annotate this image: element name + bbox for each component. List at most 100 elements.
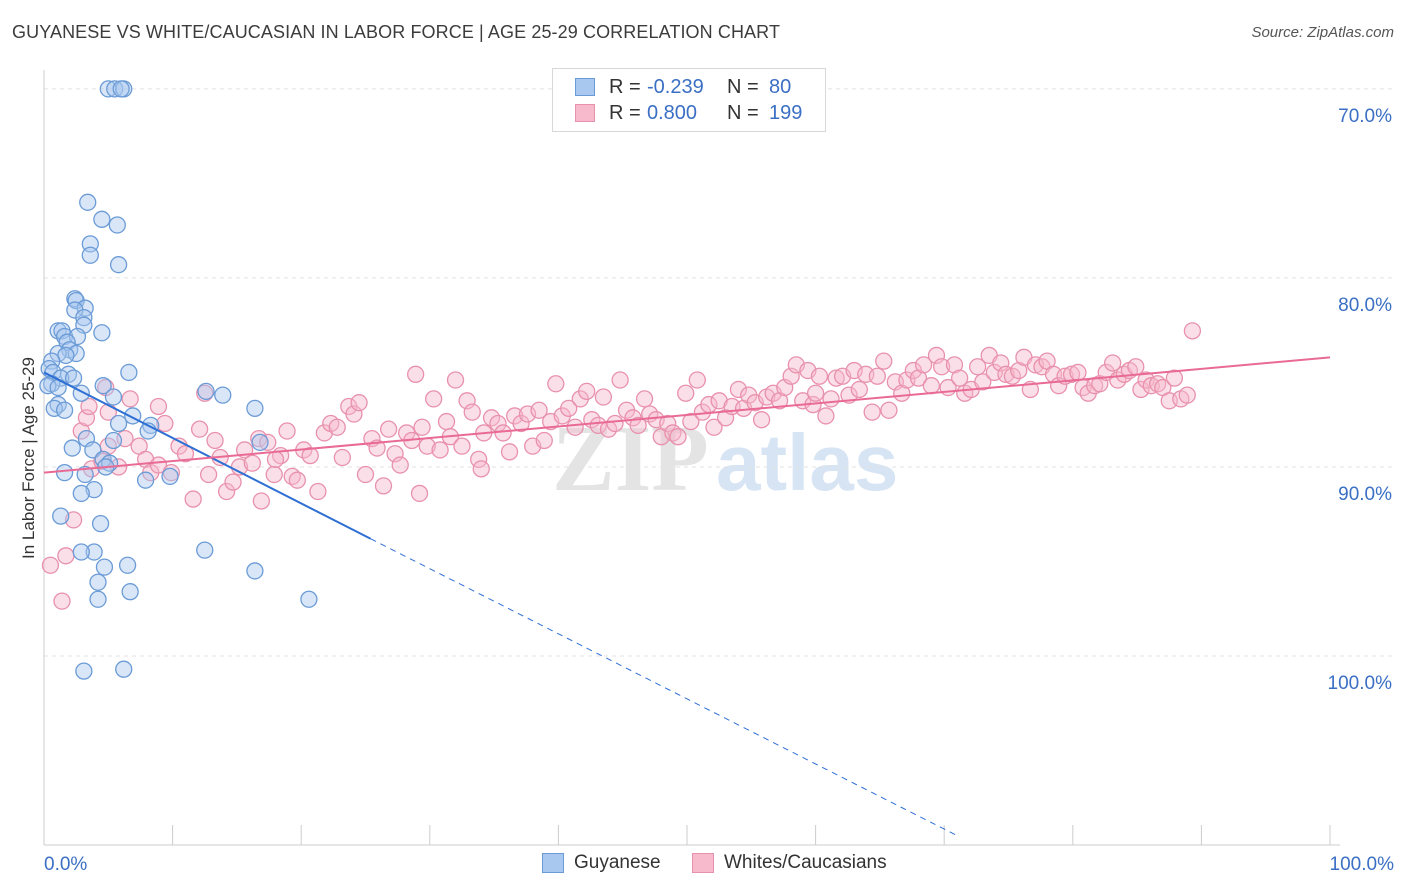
- legend-swatch-pink: [692, 853, 714, 873]
- data-point-whites: [868, 367, 886, 385]
- legend-n-value: 80: [769, 75, 792, 98]
- data-point-whites: [463, 403, 481, 421]
- data-point-whites: [500, 443, 519, 461]
- data-point-whites: [705, 418, 723, 436]
- data-point-guyanese: [79, 193, 97, 211]
- data-point-whites: [893, 384, 911, 402]
- data-point-guyanese: [161, 467, 179, 486]
- legend-r-label: R =: [609, 101, 641, 124]
- data-point-whites: [243, 454, 261, 472]
- data-point-guyanese: [76, 465, 94, 484]
- data-point-guyanese: [300, 590, 318, 608]
- data-point-whites: [635, 390, 654, 408]
- data-point-whites: [810, 367, 829, 385]
- y-tick-label: 70.0%: [1338, 106, 1392, 127]
- data-point-guyanese: [106, 80, 124, 98]
- legend-r-label: R =: [609, 75, 641, 98]
- trendline-guyanese: [43, 371, 372, 540]
- data-point-guyanese: [72, 543, 90, 561]
- data-point-whites: [199, 465, 218, 484]
- data-point-whites: [356, 465, 375, 484]
- data-point-whites: [121, 390, 139, 408]
- data-point-whites: [863, 403, 881, 421]
- data-point-whites: [328, 418, 346, 436]
- data-point-whites: [606, 414, 624, 433]
- legend-n-label: N =: [727, 75, 759, 98]
- data-point-whites: [770, 392, 789, 410]
- legend-swatch-blue: [542, 853, 564, 873]
- trendline-guyanese-extension: [370, 538, 958, 836]
- data-point-whites: [301, 446, 319, 465]
- data-point-whites: [149, 397, 168, 416]
- data-point-guyanese: [136, 471, 155, 489]
- data-point-whites: [1178, 386, 1196, 404]
- data-point-whites: [288, 471, 306, 489]
- data-point-whites: [530, 401, 548, 419]
- legend-label-whites: Whites/Caucasians: [724, 852, 887, 873]
- data-point-guyanese: [196, 541, 214, 559]
- data-point-whites: [547, 375, 565, 393]
- data-point-whites: [945, 356, 964, 374]
- data-point-guyanese: [115, 660, 133, 678]
- data-point-whites: [437, 412, 456, 431]
- data-point-whites: [1127, 358, 1145, 376]
- data-point-guyanese: [120, 363, 138, 382]
- data-point-whites: [822, 390, 840, 408]
- y-axis-label: In Labor Force | Age 25-29: [19, 357, 38, 559]
- data-point-guyanese: [93, 210, 111, 228]
- chart-title: GUYANESE VS WHITE/CAUCASIAN IN LABOR FOR…: [12, 22, 781, 42]
- data-point-whites: [53, 592, 71, 610]
- data-point-whites: [278, 422, 296, 440]
- data-point-whites: [950, 369, 969, 387]
- legend-n-label: N =: [727, 101, 759, 124]
- data-point-whites: [1165, 369, 1184, 387]
- data-point-whites: [629, 416, 647, 435]
- data-point-guyanese: [246, 399, 264, 418]
- y-tick-label: 100.0%: [1328, 673, 1393, 694]
- data-point-guyanese: [75, 662, 93, 680]
- legend-r-value: 0.800: [647, 101, 698, 124]
- legend-label-guyanese: Guyanese: [574, 852, 661, 873]
- data-point-guyanese: [112, 80, 130, 98]
- data-point-whites: [682, 412, 700, 431]
- trendline-whites: [43, 356, 1331, 474]
- stats-legend: R = -0.239 N = 80 R = 0.800 N = 199: [552, 68, 826, 132]
- data-point-whites: [1104, 354, 1122, 372]
- data-point-guyanese: [85, 480, 103, 499]
- data-point-whites: [410, 484, 429, 503]
- data-point-whites: [41, 556, 60, 574]
- data-point-whites: [206, 431, 224, 450]
- legend-row-whites: R = 0.800 N = 199: [575, 101, 802, 125]
- x-axis-right-label: 100.0%: [1330, 854, 1395, 875]
- data-point-whites: [968, 358, 987, 376]
- legend-swatch-blue: [575, 78, 595, 96]
- data-point-whites: [184, 490, 202, 508]
- data-point-whites: [1069, 363, 1087, 382]
- legend-row-guyanese: R = -0.239 N = 80: [575, 75, 791, 99]
- legend-item-guyanese[interactable]: Guyanese: [542, 852, 661, 874]
- y-tick-label: 80.0%: [1338, 295, 1392, 316]
- data-point-whites: [333, 448, 352, 467]
- data-point-guyanese: [104, 388, 123, 406]
- data-point-whites: [446, 371, 465, 389]
- data-point-guyanese: [118, 556, 137, 574]
- data-point-whites: [190, 420, 209, 438]
- data-point-guyanese: [121, 583, 139, 601]
- data-point-whites: [266, 450, 285, 469]
- data-point-whites: [535, 431, 553, 450]
- data-point-whites: [64, 511, 83, 529]
- data-point-whites: [217, 482, 236, 501]
- data-point-guyanese: [104, 431, 123, 450]
- data-point-whites: [309, 482, 327, 501]
- data-point-whites: [659, 414, 677, 433]
- legend-item-whites[interactable]: Whites/Caucasians: [692, 852, 887, 874]
- x-axis-left-label: 0.0%: [44, 854, 87, 875]
- data-point-guyanese: [85, 543, 103, 561]
- data-point-whites: [589, 416, 607, 435]
- data-point-whites: [57, 547, 75, 565]
- data-point-guyanese: [251, 433, 269, 452]
- data-point-whites: [472, 460, 490, 478]
- data-point-whites: [1183, 322, 1202, 340]
- data-point-guyanese: [95, 558, 114, 576]
